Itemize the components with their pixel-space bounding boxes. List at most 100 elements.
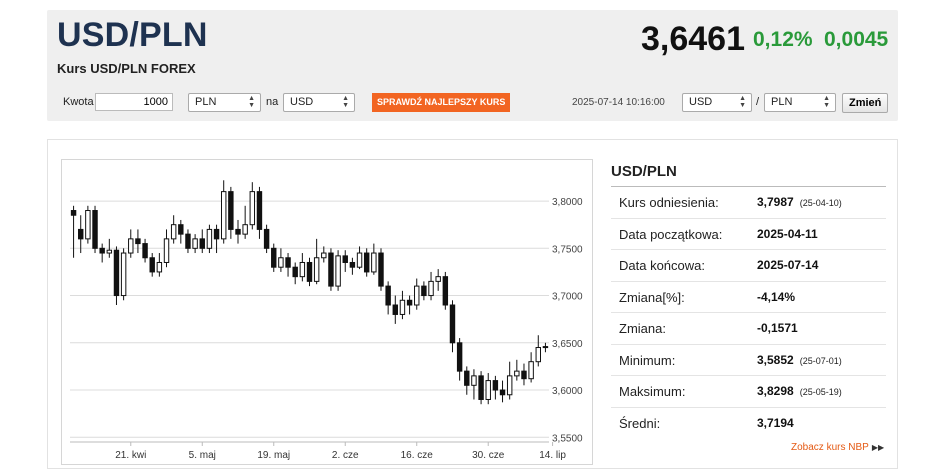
rate-change-percent: 0,12% (753, 28, 813, 51)
stat-value-number: 2025-07-14 (757, 258, 819, 272)
select-arrows-icon: ▲ ▼ (248, 95, 255, 109)
candle-body (163, 238, 170, 263)
candle-body (78, 228, 84, 240)
stat-value-number: 2025-04-11 (757, 226, 818, 241)
pair-base-select[interactable]: USD ▲ ▼ (682, 93, 752, 112)
stat-label: Data początkowa: (619, 226, 723, 242)
candle-body (142, 243, 148, 259)
stat-value-number: 3,7194 (757, 415, 794, 430)
candle-body (349, 261, 356, 268)
stat-label: Zmiana: (619, 321, 666, 336)
stat-row: Kurs odniesienia: 3,7987 (25-04-10) (611, 187, 886, 219)
x-tick-label: 19. maj (257, 450, 290, 461)
stat-row: Maksimum: 3,8298 (25-05-19) (611, 376, 886, 408)
pair-quote-value: PLN (771, 96, 793, 108)
select-arrows-icon: ▲ ▼ (739, 95, 746, 109)
nbp-rate-link[interactable]: Zobacz kurs NBP ▶▶ (791, 442, 884, 453)
candle-body (249, 191, 256, 226)
from-currency-value: PLN (195, 96, 217, 108)
candle-body (406, 299, 413, 306)
stat-row: Data końcowa: 2025-07-14 (611, 250, 886, 282)
chart-canvas: 3,8000 3,7500 3,7000 3,6500 3,6000 3,5500 21. … (70, 180, 583, 461)
candle-body (170, 224, 177, 240)
stats-table: Kurs odniesienia: 3,7987 (25-04-10) Data po… (611, 187, 886, 438)
candle-body (199, 238, 205, 249)
stat-label: Kurs odniesienia: (619, 195, 719, 210)
stat-value: 3,7987 (25-04-10) (757, 195, 842, 209)
candle-body (113, 249, 120, 297)
stats-panel: USD/PLN Kurs odniesienia: 3,7987 (25-04-10… (611, 159, 886, 438)
pair-title: USD/PLN (57, 16, 208, 54)
stat-date: (25-07-01) (799, 355, 842, 366)
stat-value: 3,8298 (25-05-19) (757, 384, 842, 398)
candle-body (385, 285, 391, 306)
stats-title: USD/PLN (611, 159, 886, 187)
x-tick-label: 16. cze (401, 450, 434, 461)
x-tick-label: 14. lip (539, 450, 566, 461)
candle-body (256, 191, 263, 230)
amount-input[interactable] (95, 93, 173, 111)
converter-form: Kwota PLN ▲▼ na USD ▲▼ SPRAWDŹ NAJLEPSZY… (47, 92, 898, 114)
check-best-rate-button[interactable]: SPRAWDŹ NAJLEPSZY KURS (372, 93, 511, 112)
candle-body (206, 228, 213, 249)
stat-value: -4,14% (757, 290, 795, 304)
candle-body (135, 238, 141, 245)
candle-body (99, 247, 105, 254)
candle-body (528, 361, 534, 380)
y-tick-label: 3,7500 (552, 244, 583, 255)
stat-label: Minimum: (619, 352, 676, 368)
candle-body (156, 261, 163, 273)
candle-body (292, 266, 298, 278)
change-pair-button[interactable]: Zmień (842, 93, 889, 113)
candle-body (220, 191, 227, 240)
candle-body (149, 257, 155, 273)
stat-value: 2025-07-14 (757, 258, 818, 272)
x-tick-label: 21. kwi (115, 450, 146, 461)
candle-body (92, 210, 98, 249)
nbp-link-label: Zobacz kurs NBP (791, 442, 869, 453)
pair-subtitle: Kurs USD/PLN FOREX (57, 61, 196, 76)
candle-body (278, 257, 284, 268)
rate-change-absolute: 0,0045 (824, 28, 889, 51)
candle-body (499, 389, 506, 396)
pair-base-value: USD (689, 96, 713, 108)
stat-label: Data końcowa: (619, 258, 705, 273)
candle-body (456, 342, 463, 372)
from-currency-select[interactable]: PLN ▲ ▼ (188, 93, 261, 112)
candle-body (471, 375, 477, 386)
select-arrows-icon: ▲ ▼ (823, 95, 830, 109)
candle-body (421, 285, 427, 297)
stat-label: Maksimum: (619, 384, 686, 399)
candle-body (185, 233, 191, 249)
stat-date: (25-04-10) (799, 198, 842, 208)
stat-value-number: -0,1571 (757, 321, 798, 335)
stat-value: 3,7194 (757, 416, 794, 430)
stat-value: 3,5852 (25-07-01) (757, 353, 842, 367)
candle-body (514, 370, 520, 377)
stat-value-number: 3,8298 (757, 384, 794, 398)
candle-body (392, 304, 399, 315)
candle-body (235, 228, 241, 235)
candle-body (414, 285, 420, 306)
stat-value-number: 3,5852 (757, 352, 794, 367)
candle-body (442, 276, 449, 306)
candlestick-chart[interactable]: 3,8000 3,7500 3,7000 3,6500 3,6000 3,5500 21. … (61, 159, 593, 465)
stat-label: Średni: (619, 415, 661, 431)
candle-body (378, 252, 384, 287)
candle-body (228, 191, 234, 230)
candle-body (449, 304, 456, 344)
stat-date: (25-05-19) (799, 387, 842, 397)
candle-body (356, 252, 363, 268)
stat-value-number: 3,7987 (757, 195, 794, 209)
candle-body (192, 238, 198, 249)
x-tick-label: 2. cze (332, 450, 359, 461)
to-currency-select[interactable]: USD ▲ ▼ (283, 93, 355, 112)
candle-body (363, 252, 370, 273)
candle-body (542, 346, 549, 349)
candle-body (506, 375, 513, 396)
pair-quote-select[interactable]: PLN ▲ ▼ (764, 93, 836, 112)
candle-body (306, 261, 313, 282)
candle-body (478, 375, 484, 400)
candle-body (492, 380, 499, 391)
candle-body (128, 238, 134, 254)
